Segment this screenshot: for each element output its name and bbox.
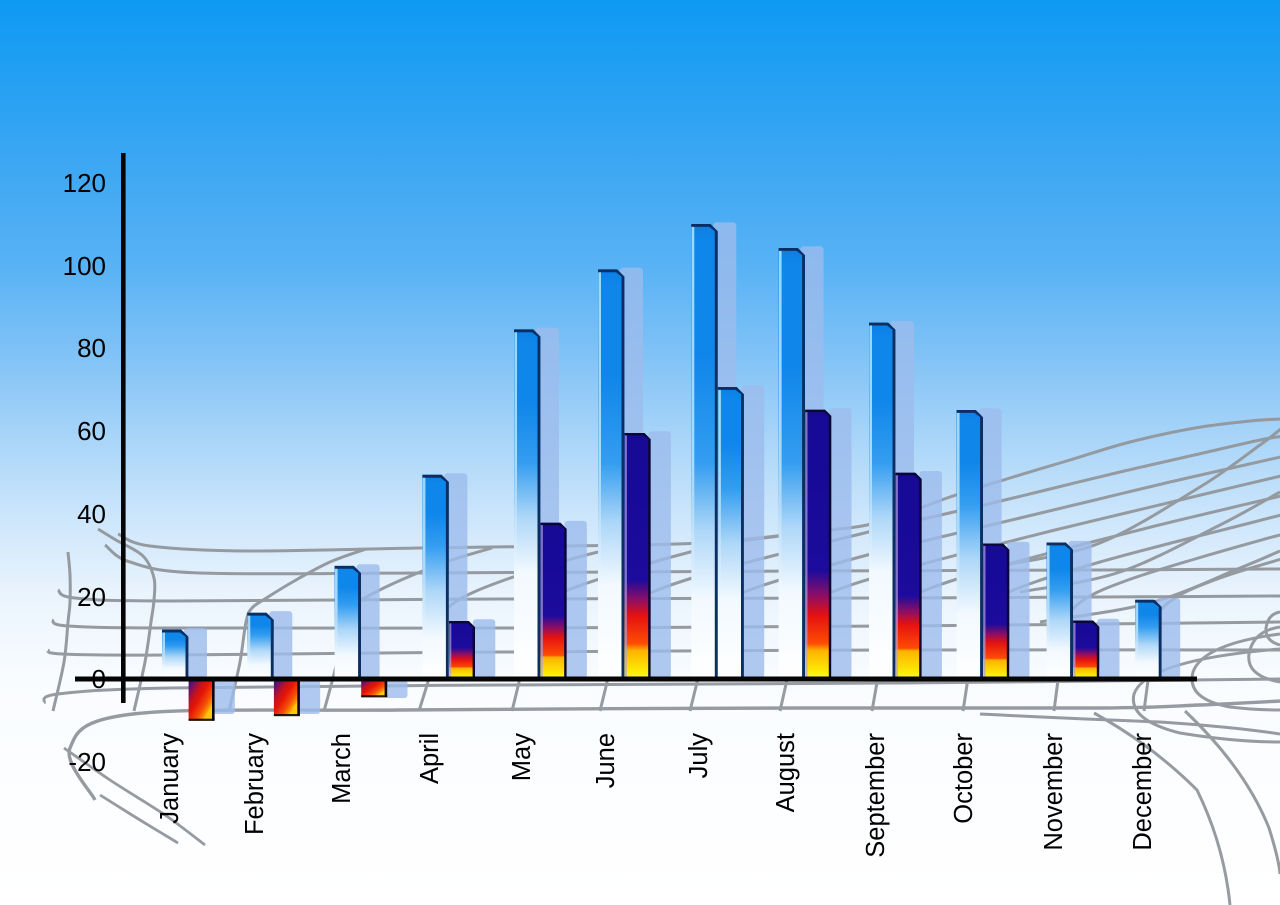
svg-text:May: May: [508, 733, 536, 781]
svg-text:November: November: [1040, 733, 1068, 851]
svg-text:April: April: [416, 733, 444, 784]
svg-text:-20: -20: [68, 747, 106, 777]
svg-text:October: October: [950, 733, 978, 824]
svg-text:100: 100: [63, 251, 106, 281]
svg-text:July: July: [685, 733, 713, 779]
svg-text:40: 40: [77, 499, 106, 529]
svg-text:January: January: [156, 733, 184, 824]
svg-text:December: December: [1129, 733, 1157, 851]
svg-text:March: March: [328, 733, 356, 804]
svg-text:20: 20: [77, 582, 106, 612]
svg-text:80: 80: [77, 333, 106, 363]
svg-text:June: June: [592, 733, 620, 788]
svg-text:August: August: [772, 733, 800, 812]
svg-text:February: February: [241, 733, 269, 835]
svg-text:60: 60: [77, 416, 106, 446]
svg-text:0: 0: [92, 664, 106, 694]
svg-text:September: September: [862, 733, 890, 858]
svg-text:120: 120: [63, 168, 106, 198]
